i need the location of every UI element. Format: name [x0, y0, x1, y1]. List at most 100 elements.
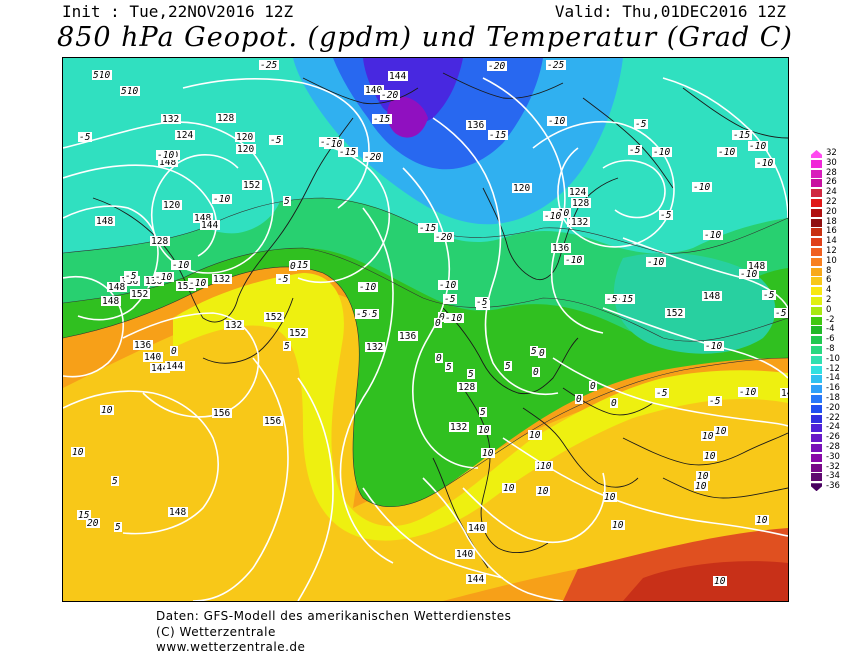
temperature-label-bg: [434, 318, 442, 328]
scale-row: -8: [811, 344, 850, 354]
geopotential-label: 156: [213, 408, 230, 419]
temperature-label: 10: [540, 461, 552, 472]
temperature-label-bg: [701, 431, 715, 441]
geopotential-label: 148: [96, 216, 113, 227]
geopotential-label-bg: [467, 523, 487, 533]
geopotential-label-bg: [175, 130, 195, 140]
geopotential-label: 144: [781, 388, 788, 399]
footer-url[interactable]: www.wetterzentrale.de: [156, 640, 306, 654]
temperature-label-bg: [652, 147, 672, 157]
temperature-label-bg: [114, 522, 122, 532]
scale-label: 20: [826, 206, 837, 217]
temperature-label-bg: [774, 308, 788, 318]
scale-swatch: [811, 169, 822, 178]
geopotential-label: 128: [151, 236, 168, 247]
scale-label: -22: [826, 412, 840, 423]
geopotential-label-bg: [101, 296, 121, 306]
temperature-label-bg: [100, 405, 114, 415]
temperature-label: -15: [419, 223, 436, 234]
geopotential-label-bg: [449, 422, 469, 432]
geopotential-label: 132: [571, 217, 588, 228]
temperature-label-bg: [738, 387, 758, 397]
temperature-label: 0: [539, 348, 545, 359]
scale-swatch: [811, 316, 822, 325]
scale-swatch: [811, 267, 822, 276]
temperature-label-bg: [154, 272, 174, 282]
temperature-label-bg: [438, 280, 458, 290]
geopotential-label-bg: [107, 282, 127, 292]
temp-field-20: [623, 561, 788, 601]
scale-label: 18: [826, 216, 837, 227]
footer-source: Daten: GFS-Modell des amerikanischen Wet…: [156, 609, 512, 623]
temperature-label: 10: [503, 483, 515, 494]
scale-row: 32: [811, 148, 850, 158]
temperature-label-bg: [611, 520, 625, 530]
temperature-label: -10: [439, 280, 456, 291]
geopotential-label-bg: [176, 281, 196, 291]
geopotential-label-bg: [780, 388, 788, 398]
temperature-label-bg: [646, 257, 666, 267]
geopotential-label-bg: [235, 132, 255, 142]
geopotential-label: 152: [177, 281, 194, 292]
geopotential-label: 136: [121, 276, 138, 287]
temperature-label-bg: [605, 294, 619, 304]
temperature-label: -10: [704, 230, 721, 241]
geopotential-label: 136: [399, 331, 416, 342]
temperature-label: 0: [576, 394, 582, 405]
scale-row: 0: [811, 305, 850, 315]
temperature-label: 10: [529, 430, 541, 441]
geopotential-label-bg: [224, 320, 244, 330]
temperature-label-bg: [170, 346, 178, 356]
temperature-label: 5: [112, 476, 118, 487]
scale-row: 18: [811, 216, 850, 227]
temperature-label-bg: [488, 130, 508, 140]
geopotential-label-bg: [263, 416, 283, 426]
scale-swatch: [811, 414, 822, 423]
scale-label: -30: [826, 451, 840, 462]
temperature-label-bg: [283, 341, 291, 351]
geopotential-label: 152: [666, 308, 683, 319]
temperature-label-bg: [704, 341, 724, 351]
temperature-label: -10: [647, 257, 664, 268]
geopotential-label-bg: [200, 220, 220, 230]
geopotential-label: 120: [513, 183, 530, 194]
geopotential-label-bg: [143, 352, 163, 362]
temperature-label-bg: [504, 361, 512, 371]
temperature-label-bg: [487, 61, 507, 71]
temperature-label-bg: [443, 294, 457, 304]
temperature-label: -10: [359, 282, 376, 293]
geopotential-label: 144: [166, 361, 183, 372]
scale-label: 12: [826, 246, 837, 256]
temperature-label-bg: [502, 483, 516, 493]
scale-swatch: [811, 306, 822, 315]
temperature-label: -5: [366, 309, 378, 320]
temperature-label: -10: [756, 158, 773, 169]
valid-time: Valid: Thu,01DEC2016 12Z: [554, 2, 786, 21]
scale-row: -28: [811, 442, 850, 452]
temperature-label-bg: [732, 130, 752, 140]
temperature-label-bg: [547, 116, 567, 126]
geopotential-label-bg: [365, 342, 385, 352]
scale-swatch: [811, 150, 822, 158]
geopotential-label: 148: [159, 157, 176, 168]
temperature-label: -5: [476, 297, 488, 308]
temperature-label-bg: [86, 518, 100, 528]
scale-row: -20: [811, 403, 850, 413]
geopotential-label: 144: [151, 363, 168, 374]
temperature-label-bg: [762, 290, 776, 300]
temperature-label-bg: [713, 576, 727, 586]
temperature-label-bg: [435, 353, 443, 363]
scale-label: -34: [826, 471, 840, 482]
temperature-label: -10: [739, 387, 756, 398]
scale-row: -12: [811, 364, 850, 374]
geopotential-label-bg: [212, 274, 232, 284]
temperature-label: -5: [277, 274, 289, 285]
footer: Daten: GFS-Modell des amerikanischen Wet…: [156, 609, 511, 656]
scale-swatch: [811, 159, 822, 168]
scale-row: 14: [811, 236, 850, 247]
temperature-label-bg: [445, 362, 453, 372]
geopotential-label-bg: [665, 308, 685, 318]
geopotential-label-bg: [264, 312, 284, 322]
temperature-label: 10: [612, 520, 624, 531]
temperature-label-bg: [372, 114, 392, 124]
